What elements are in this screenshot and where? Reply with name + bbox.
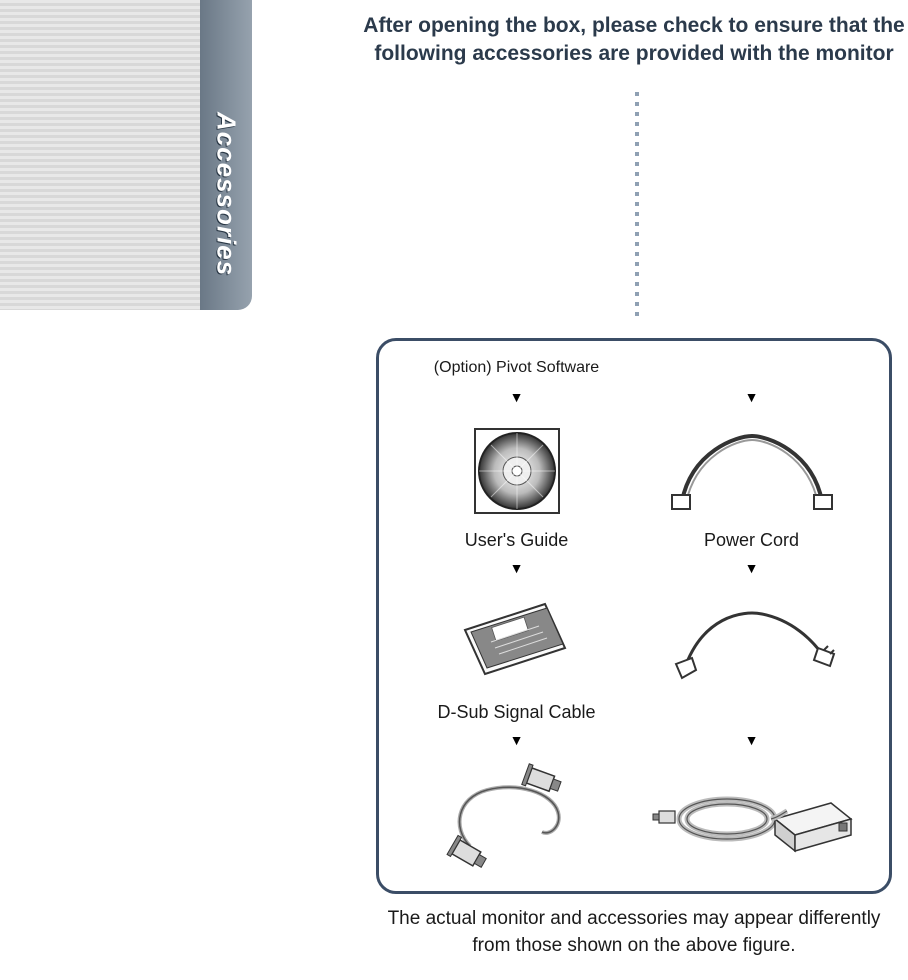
chevron-down-icon: ▼ — [510, 560, 524, 576]
chevron-down-icon: ▼ — [510, 389, 524, 405]
disc-icon — [399, 411, 634, 530]
item-label: Power Cord — [704, 530, 799, 558]
chevron-down-icon: ▼ — [745, 732, 759, 748]
chevron-down-icon: ▼ — [745, 389, 759, 405]
chevron-down-icon: ▼ — [745, 560, 759, 576]
item-usb-cable: ▼ — [634, 359, 869, 530]
item-label: D-Sub Signal Cable — [437, 702, 595, 730]
dotted-divider — [634, 86, 640, 324]
accessories-panel: (Option) Pivot Software ▼ — [376, 338, 892, 894]
item-adapter: ▼ — [634, 702, 869, 873]
usb-cable-icon — [634, 411, 869, 530]
item-pivot-software: (Option) Pivot Software ▼ — [399, 359, 634, 530]
item-dsub-cable: D-Sub Signal Cable ▼ — [399, 702, 634, 873]
item-label: (Option) Pivot Software — [434, 359, 599, 387]
chevron-down-icon: ▼ — [510, 732, 524, 748]
booklet-icon — [399, 582, 634, 701]
left-stripe — [0, 0, 200, 310]
accessories-grid: (Option) Pivot Software ▼ — [379, 341, 889, 891]
footnote: The actual monitor and accessories may a… — [376, 906, 892, 959]
item-users-guide: User's Guide ▼ — [399, 530, 634, 701]
dsub-cable-icon — [399, 754, 634, 873]
item-label: User's Guide — [465, 530, 568, 558]
power-cord-icon — [634, 582, 869, 701]
adapter-icon — [634, 754, 869, 873]
sidebar-tab: Accessories — [200, 0, 252, 310]
sidebar-label: Accessories — [211, 112, 242, 276]
item-power-cord: Power Cord ▼ — [634, 530, 869, 701]
page-heading: After opening the box, please check to e… — [360, 12, 908, 69]
